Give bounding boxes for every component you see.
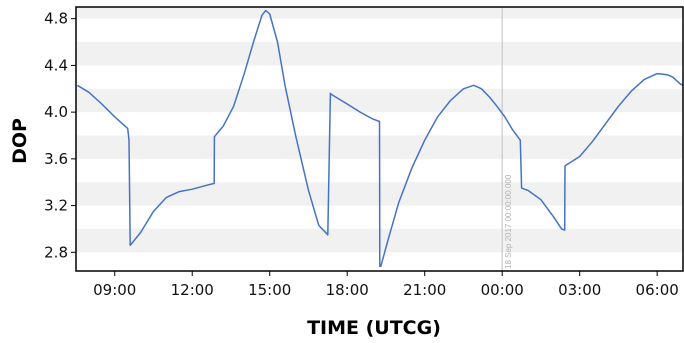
- x-tick-label: 21:00: [403, 281, 446, 299]
- x-axis-ticks: 09:00 12:00 15:00 18:00 21:00 00:00 03:00 06:00: [93, 271, 679, 299]
- y-tick-label: 4.4: [44, 56, 68, 74]
- x-tick-label: 12:00: [171, 281, 214, 299]
- x-tick-label: 15:00: [248, 281, 291, 299]
- y-axis-title: DOP: [9, 118, 31, 164]
- x-tick-label: 18:00: [326, 281, 369, 299]
- grid-band: [76, 42, 683, 66]
- y-tick-label: 3.6: [44, 150, 68, 168]
- x-tick-label: 00:00: [481, 281, 524, 299]
- time-marker-label: 18 Sep 2017 00:00:00.000: [504, 174, 513, 269]
- series-line-0: [76, 9, 684, 268]
- grid-band: [76, 88, 683, 113]
- x-axis-title: TIME (UTCG): [307, 317, 441, 339]
- series-layer: [76, 9, 684, 268]
- y-tick-label: 3.2: [44, 197, 68, 215]
- x-tick-label: 06:00: [636, 281, 679, 299]
- y-axis-ticks: 2.8 3.2 3.6 4.0 4.4 4.8: [44, 10, 76, 261]
- x-tick-label: 09:00: [93, 281, 136, 299]
- y-tick-label: 2.8: [44, 243, 68, 261]
- grid-band: [76, 7, 683, 19]
- y-tick-label: 4.8: [44, 10, 68, 28]
- x-tick-label: 03:00: [558, 281, 601, 299]
- grid-bands: [76, 7, 683, 253]
- plot-frame: [75, 6, 684, 272]
- y-tick-label: 4.0: [44, 103, 68, 121]
